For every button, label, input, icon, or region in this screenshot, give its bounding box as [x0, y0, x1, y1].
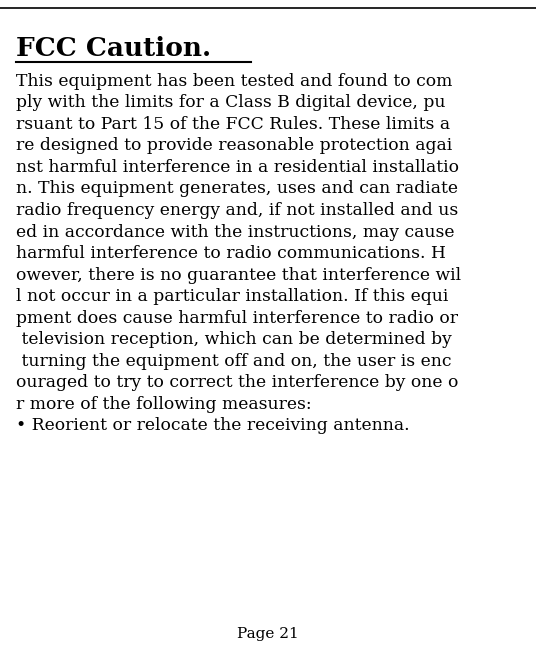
Text: Page 21: Page 21: [237, 627, 299, 641]
Text: This equipment has been tested and found to com
ply with the limits for a Class : This equipment has been tested and found…: [16, 73, 461, 434]
Text: FCC Caution.: FCC Caution.: [16, 36, 211, 61]
